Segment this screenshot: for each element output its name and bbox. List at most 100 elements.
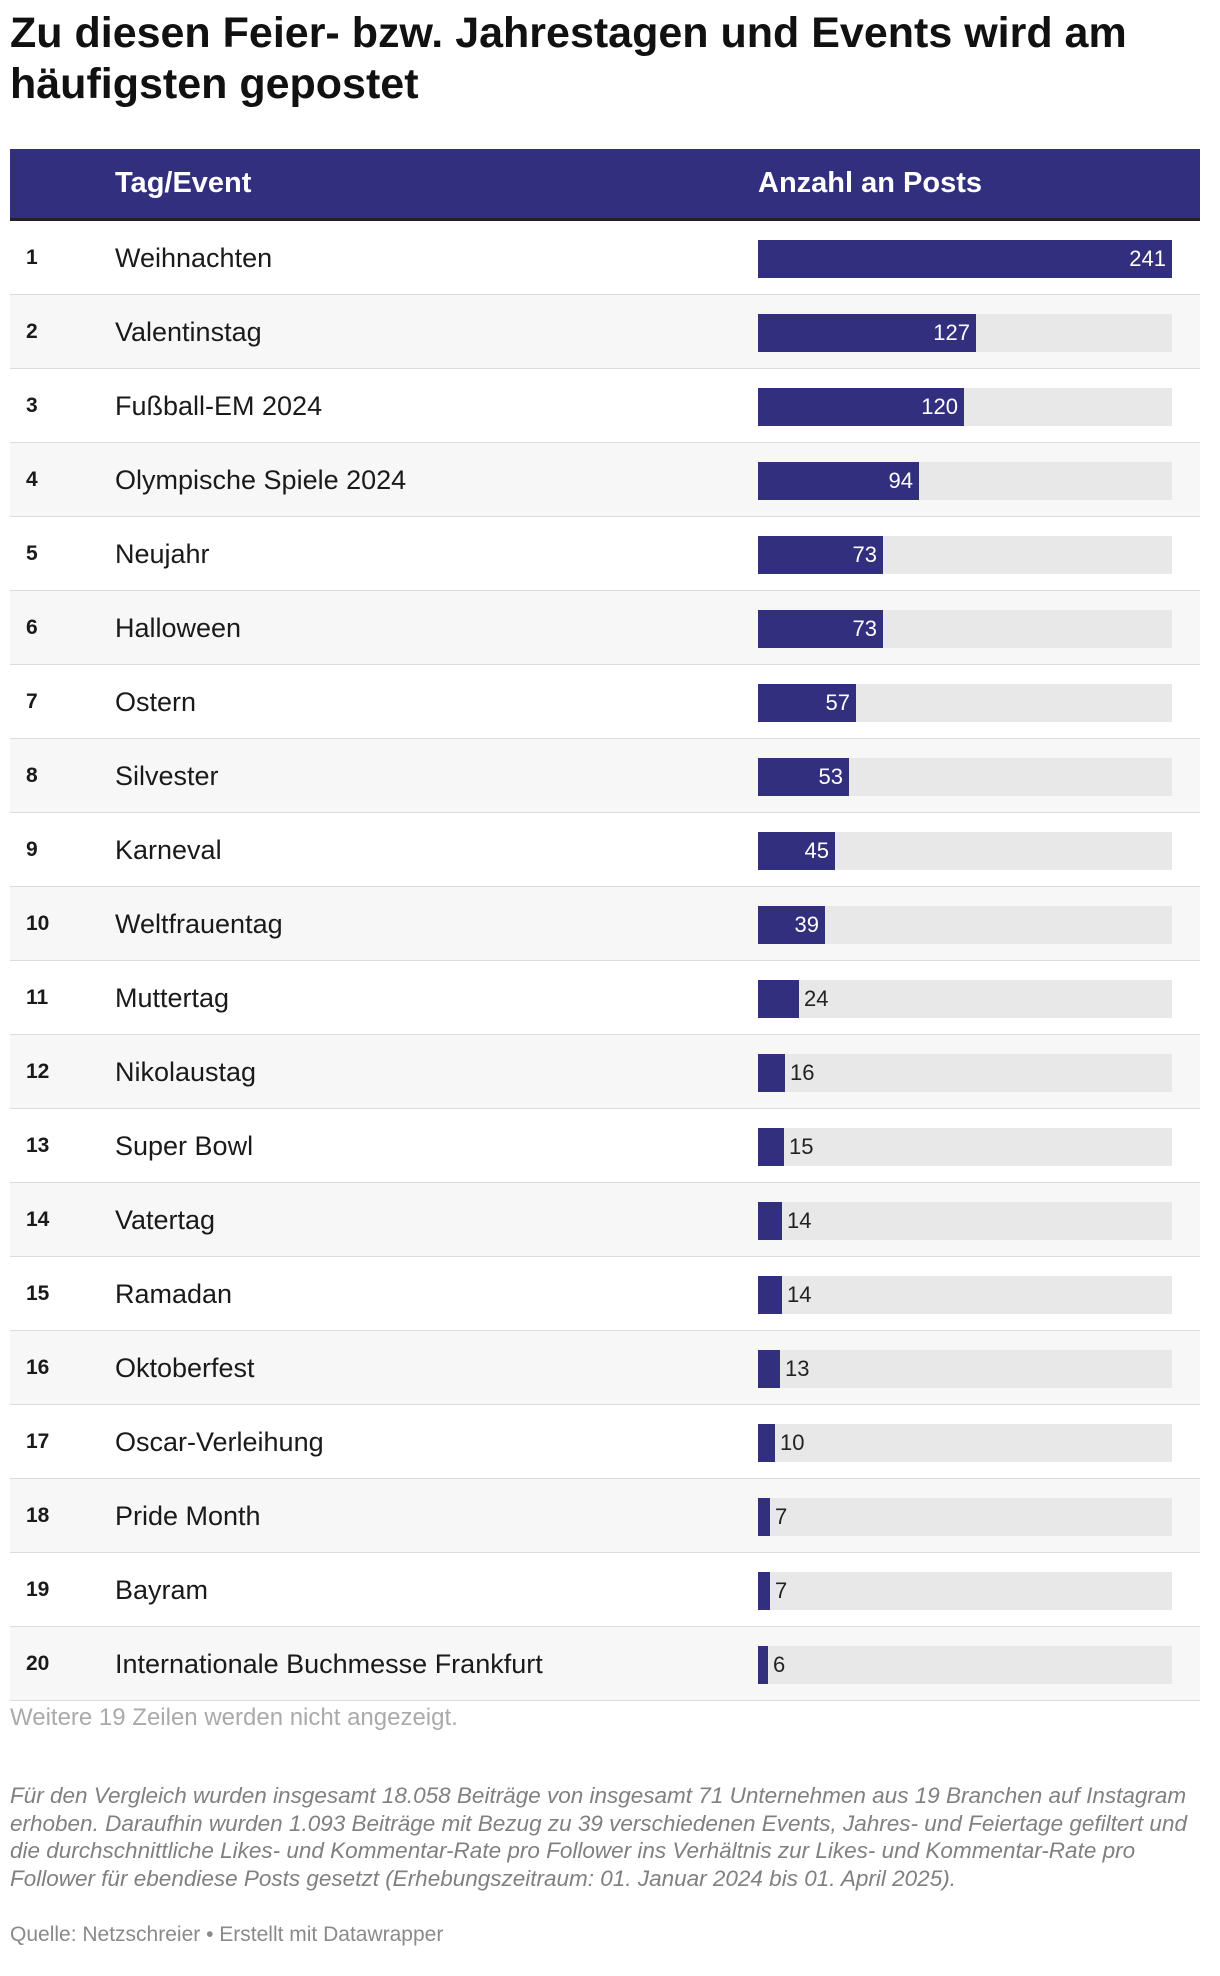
methodology-note: Für den Vergleich wurden insgesamt 18.05… [10,1783,1187,1891]
bar-track: 120 [758,388,1172,426]
bar-track: 14 [758,1202,1172,1240]
row-rank: 7 [26,690,38,713]
bar-value-label: 13 [785,1356,810,1381]
row-label: Oscar-Verleihung [115,1427,324,1457]
bar-track: 39 [758,906,1172,944]
bar-value-label: 39 [794,912,819,937]
bar [758,1646,768,1684]
bar-value-label: 73 [852,616,877,641]
bar-track: 7 [758,1498,1172,1536]
table-row: 14 Vatertag 14 [10,1183,1200,1257]
bar-track: 10 [758,1424,1172,1462]
bar-value-label: 94 [888,468,913,493]
bar-track: 15 [758,1128,1172,1166]
table-row: 9 Karneval 45 [10,813,1200,887]
bar-track: 73 [758,610,1172,648]
bar-track: 241 [758,240,1172,278]
bar [758,536,883,574]
bar [758,1498,770,1536]
bar [758,906,825,944]
row-label: Neujahr [115,539,210,569]
row-label: Nikolaustag [115,1057,257,1087]
bar [758,462,919,500]
row-rank: 3 [26,394,38,417]
row-rank: 4 [26,468,38,491]
bar [758,980,799,1018]
bar-value-label: 15 [789,1134,814,1159]
bar [758,1202,782,1240]
row-label: Internationale Buchmesse Frankfurt [115,1649,543,1679]
bar-track: 16 [758,1054,1172,1092]
row-rank: 8 [26,764,38,787]
bar-value-label: 14 [787,1208,812,1233]
bar-track: 57 [758,684,1172,722]
row-rank: 6 [26,616,38,639]
bar-value-label: 7 [775,1578,788,1603]
table-row: 1 Weihnachten 241 [10,221,1200,295]
row-rank: 13 [26,1134,50,1157]
table-row: 10 Weltfrauentag 39 [10,887,1200,961]
row-rank: 17 [26,1430,50,1453]
bar-track: 53 [758,758,1172,796]
row-rank: 15 [26,1282,50,1305]
bar-track: 7 [758,1572,1172,1610]
bar-value-label: 57 [825,690,850,715]
row-label: Bayram [115,1575,209,1605]
table-row: 16 Oktoberfest 13 [10,1331,1200,1405]
bar-value-label: 120 [921,394,958,419]
table-row: 17 Oscar-Verleihung 10 [10,1405,1200,1479]
table-row: 13 Super Bowl 15 [10,1109,1200,1183]
table-row: 8 Silvester 53 [10,739,1200,813]
row-rank: 5 [26,542,38,565]
table-row: 7 Ostern 57 [10,665,1200,739]
bar-track: 127 [758,314,1172,352]
row-label: Ramadan [115,1279,233,1309]
row-label: Super Bowl [115,1131,254,1161]
column-header-posts[interactable]: Anzahl an Posts [758,167,982,199]
bar-value-label: 53 [818,764,843,789]
bar [758,388,964,426]
row-label: Pride Month [115,1501,261,1531]
row-label: Valentinstag [115,317,262,347]
table-row: 11 Muttertag 24 [10,961,1200,1035]
bar-value-label: 16 [790,1060,815,1085]
bar [758,1424,775,1462]
row-rank: 9 [26,838,38,861]
bar [758,832,835,870]
table-row: 12 Nikolaustag 16 [10,1035,1200,1109]
row-rank: 1 [26,246,38,269]
row-rank: 11 [26,986,49,1009]
row-label: Muttertag [115,983,230,1013]
row-rank: 19 [26,1578,50,1601]
table-row: 5 Neujahr 73 [10,517,1200,591]
bar [758,314,976,352]
row-rank: 2 [26,320,38,343]
row-rank: 10 [26,912,50,935]
bar-track: 94 [758,462,1172,500]
row-rank: 18 [26,1504,50,1527]
row-label: Vatertag [115,1205,216,1235]
bar [758,240,1172,278]
bar-value-label: 241 [1129,246,1166,271]
bar [758,1350,780,1388]
bar-value-label: 7 [775,1504,788,1529]
ranking-table: Tag/Event Anzahl an Posts 1 Weihnachten 24… [10,149,1200,1701]
row-label: Silvester [115,761,219,791]
bar [758,1128,784,1166]
column-header-event[interactable]: Tag/Event [115,167,252,199]
row-label: Fußball-EM 2024 [115,391,323,421]
bar-track: 6 [758,1646,1172,1684]
table-header: Tag/Event Anzahl an Posts [10,149,1200,221]
bar [758,610,883,648]
table-row: 3 Fußball-EM 2024 120 [10,369,1200,443]
bar-track: 45 [758,832,1172,870]
source-footer: Quelle: Netzschreier • Erstellt mit Data… [10,1923,444,1946]
row-label: Karneval [115,835,222,865]
row-label: Ostern [115,687,197,717]
bar [758,1572,770,1610]
row-rank: 14 [26,1208,50,1231]
bar-value-label: 6 [773,1652,786,1677]
bar [758,1054,785,1092]
table-row: 19 Bayram 7 [10,1553,1200,1627]
row-label: Olympische Spiele 2024 [115,465,407,495]
